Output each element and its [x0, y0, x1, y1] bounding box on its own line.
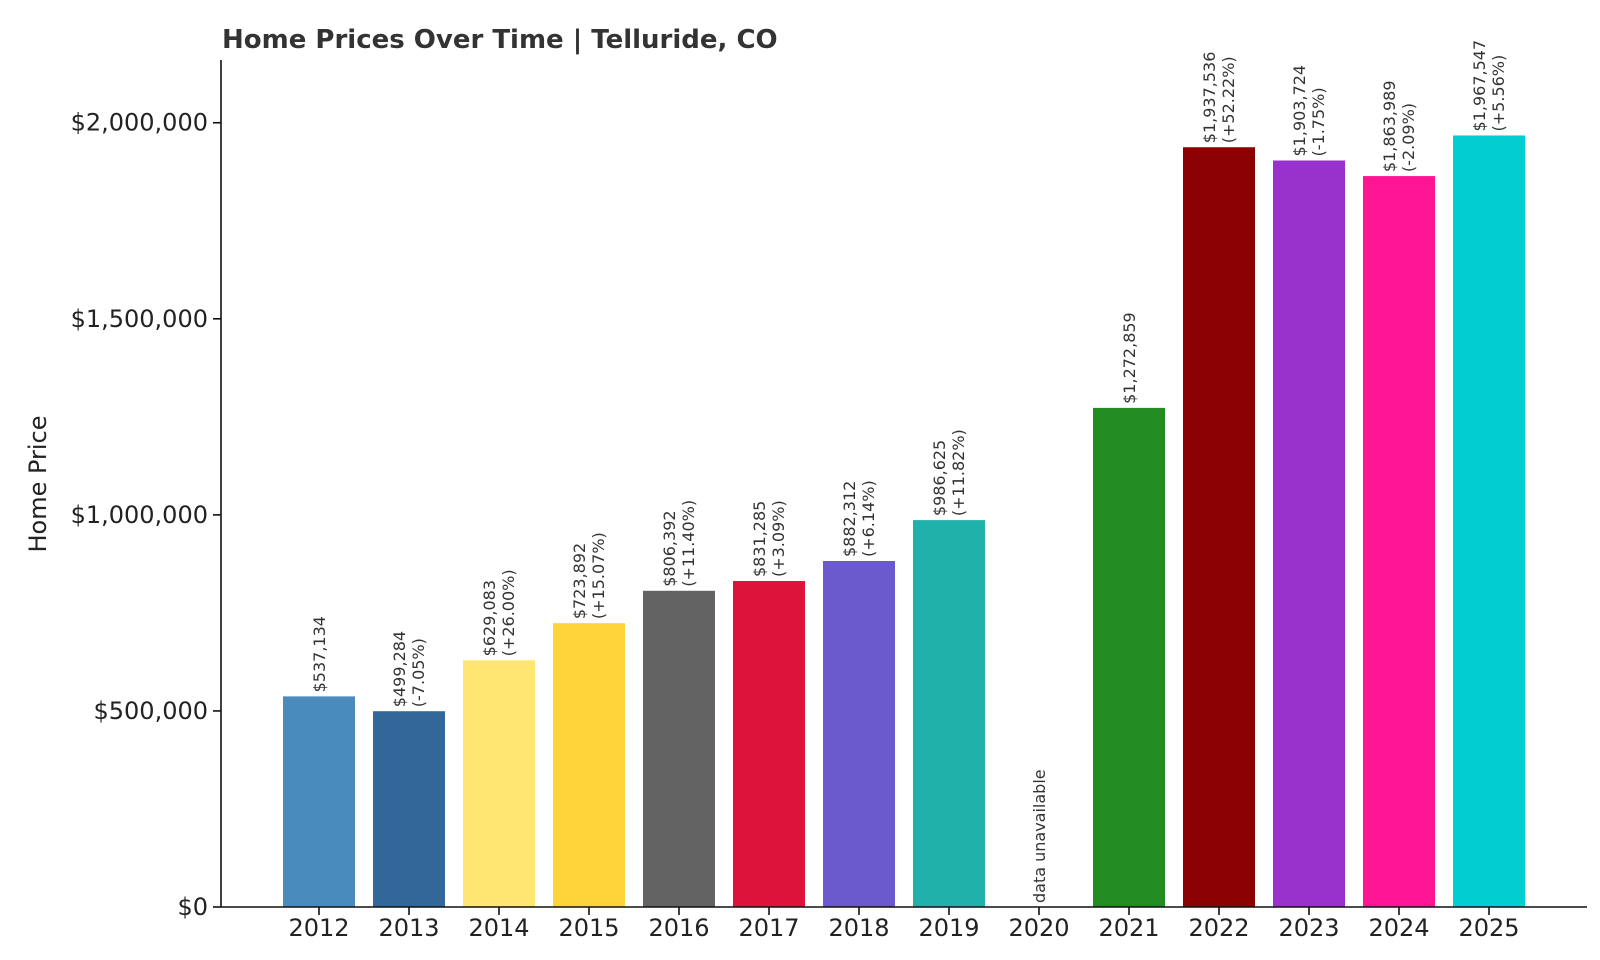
x-tick-label: 2024	[1368, 914, 1429, 942]
data-labels: $537,134 $499,284 (-7.05%) $629,083 (+26.00%…	[310, 40, 1508, 903]
data-label-change: (+6.14%)	[859, 480, 878, 557]
data-label-value: data unavailable	[1030, 769, 1049, 903]
data-label-change: (+26.00%)	[499, 569, 518, 656]
data-label-value: $831,285	[750, 501, 769, 577]
y-tick-label: $0	[177, 893, 208, 921]
data-label-change: (-2.09%)	[1399, 103, 1418, 172]
x-tick-label: 2012	[288, 914, 349, 942]
data-label-value: $1,967,547	[1470, 40, 1489, 132]
x-tick-label: 2021	[1098, 914, 1159, 942]
bar-2014	[463, 660, 535, 907]
y-tick-label: $1,000,000	[71, 501, 208, 529]
data-label-value: $723,892	[570, 543, 589, 619]
x-tick-label: 2018	[828, 914, 889, 942]
chart-title: Home Prices Over Time | Telluride, CO	[222, 25, 778, 55]
bar-2023	[1273, 160, 1345, 907]
x-tick-label: 2023	[1278, 914, 1339, 942]
data-label-change: (-7.05%)	[409, 638, 428, 707]
x-tick-label: 2025	[1458, 914, 1519, 942]
data-label-change: (+15.07%)	[589, 532, 608, 619]
x-tick-label: 2022	[1188, 914, 1249, 942]
data-label-value: $882,312	[840, 481, 859, 557]
bar-2018	[823, 561, 895, 907]
data-label-value: $499,284	[390, 631, 409, 707]
data-label-value: $1,863,989	[1380, 80, 1399, 172]
data-label-change: (+11.82%)	[949, 429, 968, 516]
bar-2024	[1363, 176, 1435, 907]
data-label-value: $1,903,724	[1290, 65, 1309, 157]
data-label-change: (+52.22%)	[1219, 56, 1238, 143]
bar-2013	[373, 711, 445, 907]
data-label-change: (+11.40%)	[679, 500, 698, 587]
x-tick-label: 2015	[558, 914, 619, 942]
bar-2022	[1183, 147, 1255, 907]
y-axis-ticks: $0 $500,000 $1,000,000 $1,500,000 $2,000,000	[71, 109, 221, 921]
x-tick-label: 2019	[918, 914, 979, 942]
data-label-value: $986,625	[930, 440, 949, 516]
x-tick-label: 2016	[648, 914, 709, 942]
bar-2017	[733, 581, 805, 907]
bars	[283, 135, 1525, 907]
bar-2012	[283, 696, 355, 907]
data-label-value: $1,937,536	[1200, 52, 1219, 144]
x-tick-label: 2014	[468, 914, 529, 942]
data-label-value: $629,083	[480, 580, 499, 656]
y-tick-label: $2,000,000	[71, 109, 208, 137]
data-label-value: $806,392	[660, 510, 679, 586]
y-tick-label: $500,000	[93, 697, 208, 725]
x-tick-label: 2020	[1008, 914, 1069, 942]
bar-2015	[553, 623, 625, 907]
data-label-value: $1,272,859	[1120, 312, 1139, 404]
bar-2016	[643, 590, 715, 907]
bar-2019	[913, 520, 985, 907]
x-axis-ticks: 2012 2013 2014 2015 2016 2017 2018 2019 2020 2021…	[288, 907, 1520, 942]
data-label-change: (+5.56%)	[1489, 55, 1508, 132]
y-axis-label: Home Price	[24, 415, 52, 552]
data-label-change: (+3.09%)	[769, 500, 788, 577]
data-label-value: $537,134	[310, 616, 329, 692]
x-tick-label: 2013	[378, 914, 439, 942]
bar-2021	[1093, 407, 1165, 907]
y-tick-label: $1,500,000	[71, 305, 208, 333]
bar-2025	[1453, 135, 1525, 907]
x-tick-label: 2017	[738, 914, 799, 942]
data-label-change: (-1.75%)	[1309, 87, 1328, 156]
